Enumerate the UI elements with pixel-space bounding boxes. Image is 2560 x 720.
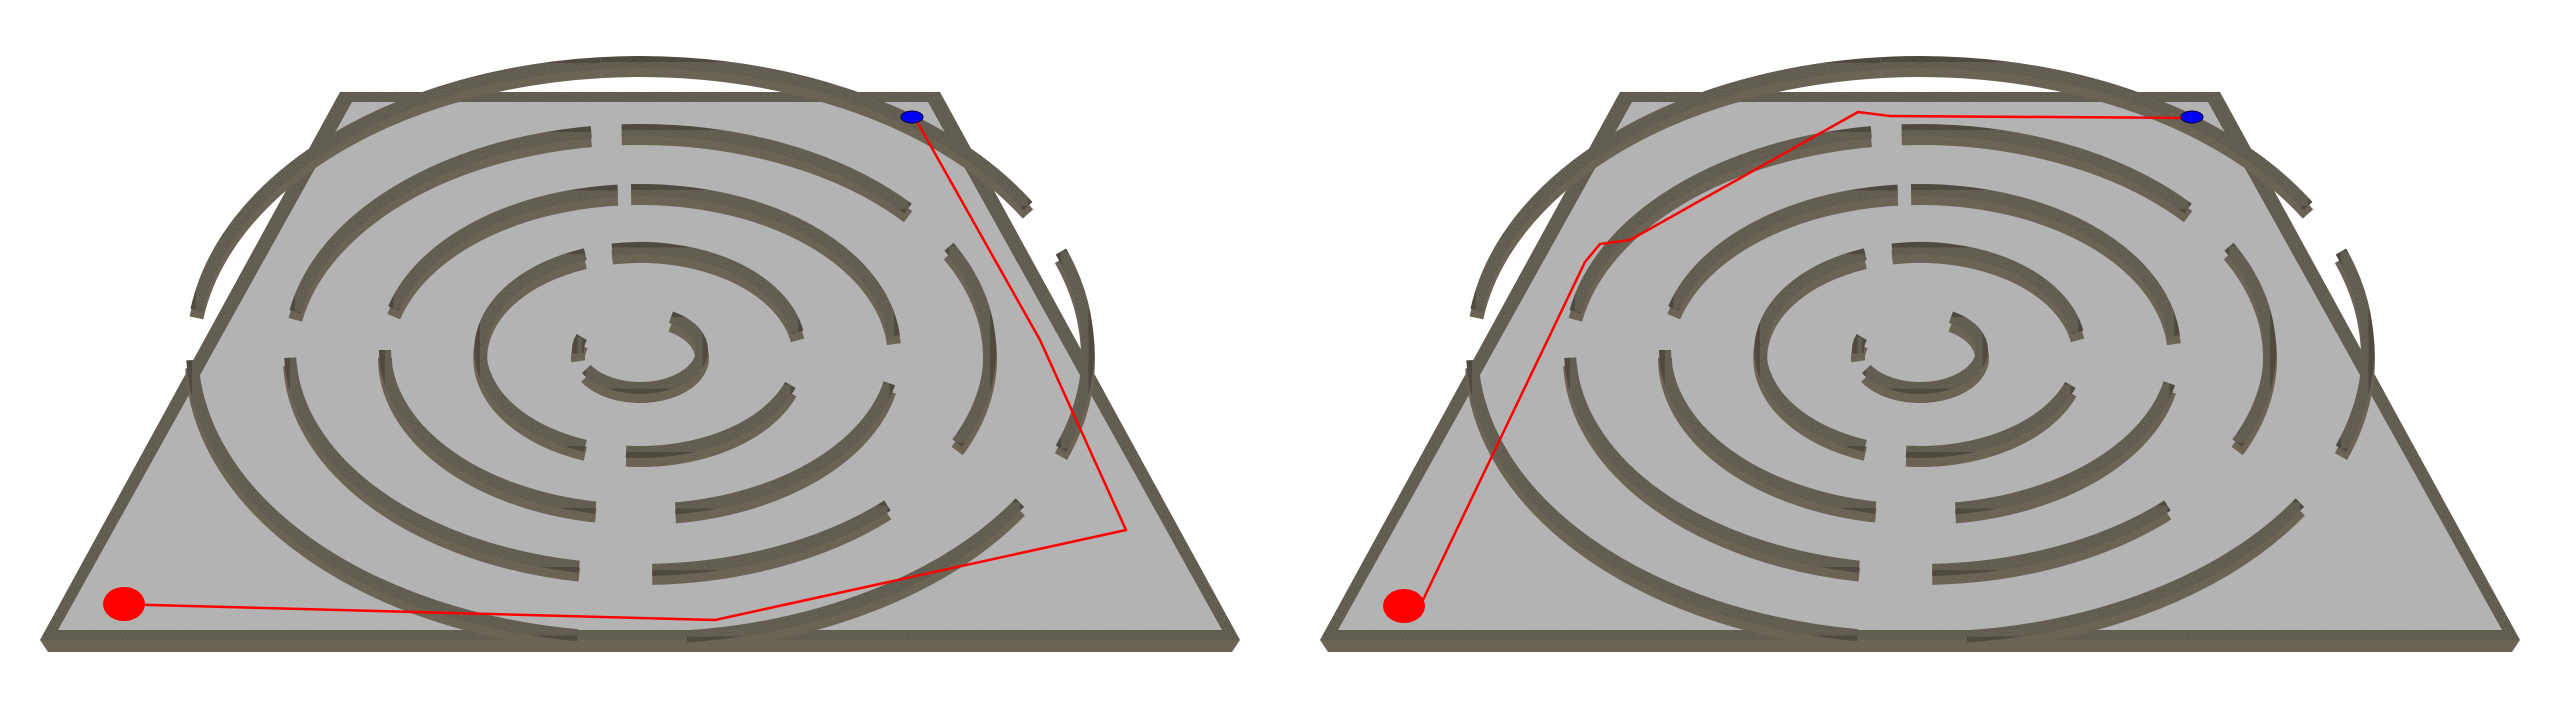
ring-wall-texture — [1880, 56, 2313, 211]
ring-wall-texture — [1659, 349, 1877, 514]
ring-wall-texture — [611, 241, 804, 335]
ring-wall-texture — [1055, 248, 1095, 452]
ring-wall-texture — [571, 333, 588, 355]
ring-wall-texture — [284, 357, 580, 573]
ring-wall-texture — [1470, 57, 1882, 312]
maze-floor — [58, 102, 1222, 630]
ring-wall-texture — [186, 359, 579, 642]
ring-wall-texture — [600, 56, 1033, 211]
ring-wall-texture — [1668, 184, 1899, 311]
ring-wall-texture — [2224, 242, 2276, 447]
ring-wall-side — [652, 507, 892, 585]
ring-wall-texture — [379, 349, 597, 514]
maze-floor — [1338, 102, 2502, 630]
ring-wall-texture — [388, 184, 619, 311]
ring-wall-texture — [1901, 124, 2192, 214]
ring-wall-texture — [625, 381, 796, 458]
ring-wall-texture — [1905, 381, 2076, 458]
solution-path — [1420, 110, 2196, 603]
ring-wall-texture — [1754, 248, 1867, 452]
ring-wall-side — [1901, 131, 2193, 223]
ring-wall-texture — [1861, 311, 1988, 395]
ring-wall-texture — [1932, 500, 2171, 576]
ring-wall-texture — [289, 126, 592, 314]
ring-wall-texture — [1466, 359, 1859, 642]
ring-wall-texture — [1954, 381, 2176, 515]
start-marker — [1383, 589, 1425, 623]
ring-wall-texture — [1891, 241, 2084, 335]
ring-wall-texture — [190, 57, 602, 312]
ring-wall-side — [686, 505, 1025, 652]
ring-wall-texture — [1569, 126, 1872, 314]
ring-wall-texture — [686, 498, 1025, 643]
ring-wall-texture — [2335, 248, 2375, 452]
goal-marker — [900, 110, 924, 124]
ring-wall-side — [600, 63, 1034, 219]
ring-wall-texture — [630, 184, 900, 337]
ring-wall-texture — [1851, 333, 1868, 355]
start-marker — [103, 587, 145, 621]
ring-wall-side — [621, 131, 913, 223]
ring-wall-side — [1932, 507, 2172, 585]
maze-panel-right — [1320, 56, 2520, 652]
ring-wall-side — [1966, 505, 2305, 652]
board-front-edge — [1320, 640, 2520, 652]
goal-marker — [2180, 110, 2204, 124]
ring-wall-texture — [581, 311, 708, 395]
ring-wall-side — [1880, 63, 2314, 219]
ring-wall-texture — [1966, 498, 2305, 643]
maze-panel-left — [40, 56, 1240, 652]
ring-wall-texture — [652, 500, 891, 576]
ring-wall-texture — [1564, 357, 1860, 573]
ring-wall-texture — [621, 124, 912, 214]
solution-path — [114, 117, 1128, 622]
ring-wall-texture — [944, 242, 996, 447]
ring-wall-texture — [474, 248, 587, 452]
ring-wall-texture — [1910, 184, 2180, 337]
ring-wall-texture — [674, 381, 896, 515]
board-front-edge — [40, 640, 1240, 652]
